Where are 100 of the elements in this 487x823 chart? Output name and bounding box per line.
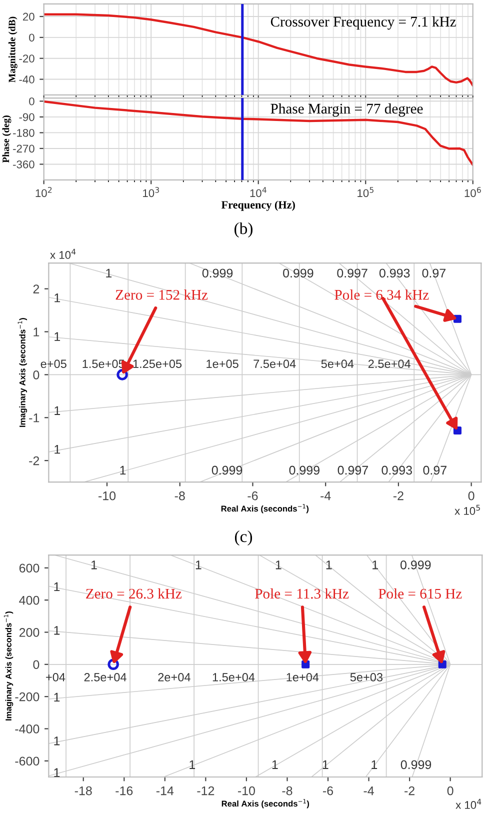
series-label: 0.997 [337,268,368,278]
text: (b) [234,222,252,238]
y-tick-label: -400 [15,724,40,734]
series-label: 0.999 [202,268,233,278]
annotation: Zero = 152 kHz [116,289,208,300]
y-axis-title: Magnitude (dB) [8,16,18,82]
ref-line-label: 1e+05 [206,360,238,368]
x-axis-title: Frequency (Hz) [221,200,295,211]
series-label: 1 [54,294,60,302]
text: x 10$^{4}$ [50,248,76,259]
y-tick-label: -40 [19,76,34,84]
series-label: 1 [272,760,278,769]
annotation: Pole = 615 Hz [378,588,462,599]
series-label: 1 [190,760,196,769]
series-label: 1 [106,268,112,278]
series-label: 0.999 [400,560,431,570]
text: x 10$^{5}$ [454,504,480,515]
x-tick-label: 10$^{4}$ [250,187,266,198]
series-label: 0.999 [283,268,314,278]
series-label: 1 [54,626,60,635]
series-label: 0.97 [422,268,446,278]
series-label: 0.993 [379,268,410,278]
y-tick-label: -2 [29,456,40,466]
x-tick-label: -2 [404,786,414,796]
series-label: 1 [372,560,378,570]
y-tick-label: -600 [15,756,40,766]
series-label: 1 [276,560,282,570]
ref-line-label: 2e+04 [158,673,190,682]
x-tick-label: -14 [156,786,174,796]
series-label: 1 [54,445,60,454]
ref-line-label: 1.5e+04 [212,673,255,682]
y-tick-label: 2 [33,284,40,294]
x-tick-label: 0 [468,491,474,500]
x-tick-label: 10$^{2}$ [36,186,52,198]
series-label: 1 [54,692,60,702]
series-label: 1 [54,406,60,415]
text: x 10$^{4}$ [456,798,482,809]
y-axis-title: Imaginary Axis (seconds$^{−1}$) [4,612,14,720]
x-tick-label: -8 [174,491,185,500]
x-tick-label: -6 [323,786,334,796]
annotation: Crossover Frequency = 7.1 kHz [270,16,456,30]
y-tick-label: 1 [34,328,40,336]
series-label: 1 [120,466,126,475]
series-label: 1 [196,560,202,570]
series-label: 0.999 [212,466,242,475]
x-tick-label: 0 [447,786,454,796]
ref-line-label: 2.5e+04 [84,673,126,682]
y-tick-label: -200 [15,692,40,702]
y-tick-label: 0 [29,34,34,42]
y-tick-label: 0 [29,97,34,106]
y-tick-label: -180 [13,128,34,137]
y-tick-label: 400 [19,596,40,605]
y-tick-label: -360 [13,160,34,168]
y-tick-label: 0 [33,370,40,380]
series-label: 0.999 [400,760,432,770]
x-tick-label: -4 [320,492,331,500]
series-label: 1 [54,736,60,746]
series-label: 0.97 [423,466,446,475]
y-tick-label: -270 [13,144,34,153]
x-tick-label: -10 [98,491,116,500]
series-label: 0.997 [338,466,368,475]
ref-line-label: 5e+04 [321,360,354,368]
x-tick-label: -10 [238,786,255,796]
x-tick-label: -18 [74,786,92,796]
annotation: +04 [46,673,66,682]
ref-line-label: 5e+03 [350,673,383,682]
x-tick-label: -6 [248,491,258,500]
y-tick-label: 0 [33,660,40,670]
x-tick-label: -2 [393,491,404,500]
y-tick-label: 600 [19,564,40,573]
annotation: Pole = 6.34 kHz [334,289,429,300]
x-axis-title: Real Axis (seconds$^{−1}$) [221,504,309,514]
ref-line-label: e+05 [40,360,66,368]
y-tick-label: -1 [29,414,40,422]
series-label: 1 [54,332,60,341]
x-tick-label: 10$^{6}$ [464,186,481,198]
x-axis-title: Real Axis (seconds$^{−1}$) [222,799,310,808]
ref-line-label: 7.5e+04 [254,360,296,368]
ref-line-label: 2.5e+04 [368,360,410,368]
y-tick-label: -90 [19,113,34,122]
series-label: 1 [326,560,332,570]
annotation: Pole = 11.3 kHz [255,588,349,599]
series-label: 0.993 [382,466,412,475]
x-tick-label: -8 [282,786,292,796]
series-label: 1 [372,760,378,769]
x-tick-label: 10$^{3}$ [143,186,159,198]
annotation: Phase Margin = 77 degree [270,103,423,117]
series-label: 1 [322,760,328,769]
y-axis-title: Imaginary Axis (seconds$^{−1}$) [18,318,28,427]
y-tick-label: -20 [19,54,34,62]
x-tick-label: 10$^{5}$ [358,187,374,198]
series-label: 1 [91,560,97,570]
series-label: 1 [54,768,60,777]
annotation: Zero = 26.3 kHz [86,588,182,599]
ref-line-label: 1.25e+05 [133,360,182,368]
y-axis-title: Phase (deg) [2,116,12,163]
x-tick-label: -16 [116,786,133,796]
y-tick-label: 20 [23,12,34,21]
ref-line-label: 1e+04 [286,673,319,682]
series-label: 0.999 [289,466,320,475]
